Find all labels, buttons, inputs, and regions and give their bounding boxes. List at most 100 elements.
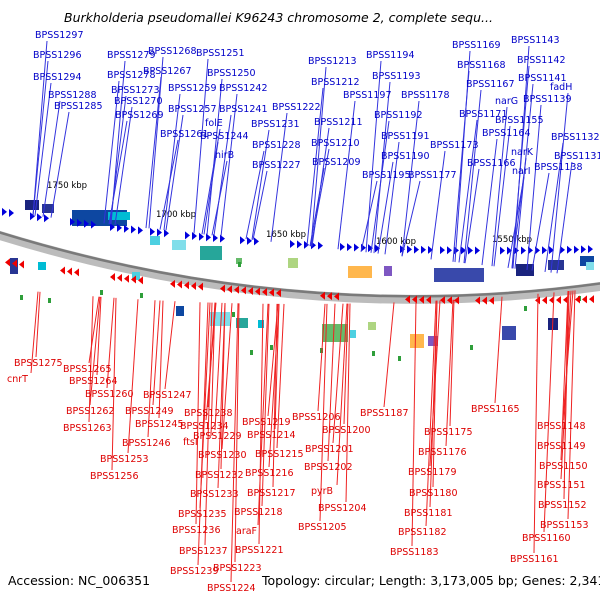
forward-gene-label: nirB bbox=[215, 150, 234, 161]
forward-gene-label: BPSS1210 bbox=[311, 138, 359, 149]
scale-label: 1650 kbp bbox=[266, 230, 306, 240]
forward-gene-arrow bbox=[461, 246, 466, 255]
reverse-gene-label: BPSS1232 bbox=[195, 470, 243, 481]
forward-gene-arrow bbox=[507, 246, 512, 255]
reverse-gene-label: BPSS1247 bbox=[143, 390, 191, 401]
forward-leader-line bbox=[377, 161, 394, 254]
reverse-gene-arrow bbox=[276, 289, 281, 298]
scale-label: 1600 kbp bbox=[376, 237, 416, 247]
forward-gene-label: BPSS1197 bbox=[343, 90, 391, 101]
forward-leader-line bbox=[531, 172, 550, 271]
reverse-gene-arrow bbox=[131, 275, 136, 284]
forward-gene-arrow bbox=[247, 236, 252, 245]
forward-leader-line bbox=[337, 100, 356, 250]
forward-gene-arrow bbox=[421, 245, 426, 254]
reverse-gene-arrow bbox=[12, 259, 17, 268]
reverse-leader-line bbox=[88, 296, 94, 423]
forward-gene-arrow bbox=[206, 233, 211, 242]
forward-leader-line bbox=[32, 60, 49, 216]
reverse-gene-label: BPSS1151 bbox=[537, 480, 585, 491]
forward-gene-label: BPSS1285 bbox=[54, 101, 102, 112]
forward-gene-label: BPSS1227 bbox=[252, 160, 300, 171]
reverse-leader-line bbox=[445, 299, 454, 447]
forward-gene-label: BPSS1177 bbox=[408, 170, 456, 181]
reverse-gene-arrow bbox=[482, 296, 487, 305]
reverse-leader-line bbox=[343, 303, 349, 425]
forward-leader-line bbox=[464, 168, 480, 264]
forward-gene-label: BPSS1242 bbox=[219, 83, 267, 94]
feature-block bbox=[348, 266, 372, 278]
reverse-gene-arrow bbox=[582, 295, 587, 304]
forward-gene-arrow bbox=[131, 225, 136, 234]
forward-gene-label: BPSS1168 bbox=[457, 60, 505, 71]
forward-gene-label: BPSS1178 bbox=[401, 90, 449, 101]
forward-leader-line bbox=[550, 92, 569, 273]
reverse-gene-arrow bbox=[255, 287, 260, 296]
forward-gene-label: BPSS1190 bbox=[381, 151, 429, 162]
reverse-leader-line bbox=[127, 299, 139, 454]
feature-block bbox=[236, 258, 242, 264]
feature-block bbox=[42, 204, 54, 213]
reverse-gene-label: BPSS1233 bbox=[190, 489, 238, 500]
reverse-gene-label: BPSS1161 bbox=[510, 554, 558, 565]
forward-leader-line bbox=[245, 150, 265, 240]
reverse-gene-label: BPSS1215 bbox=[255, 449, 303, 460]
forward-leader-line bbox=[145, 76, 162, 229]
forward-gene-arrow bbox=[240, 236, 245, 245]
forward-gene-label: BPSS1211 bbox=[314, 117, 362, 128]
forward-leader-line bbox=[159, 139, 179, 230]
forward-leader-line bbox=[203, 141, 219, 235]
forward-gene-label: BPSS1257 bbox=[168, 104, 216, 115]
forward-gene-label: BPSS1141 bbox=[518, 73, 566, 84]
forward-gene-arrow bbox=[290, 239, 295, 248]
feature-block bbox=[516, 264, 534, 276]
forward-gene-arrow bbox=[254, 237, 259, 246]
reverse-gene-label: BPSS1152 bbox=[538, 500, 586, 511]
forward-gene-arrow bbox=[124, 224, 129, 233]
reverse-gene-arrow bbox=[191, 281, 196, 290]
reverse-gene-label: BPSS1237 bbox=[179, 546, 227, 557]
feature-marker bbox=[140, 293, 143, 298]
forward-gene-label: BPSS1142 bbox=[517, 55, 565, 66]
reverse-gene-label: BPSS1229 bbox=[193, 431, 241, 442]
reverse-gene-arrow bbox=[542, 296, 547, 305]
forward-gene-arrow bbox=[340, 242, 345, 251]
forward-gene-label: BPSS1131 bbox=[554, 151, 600, 162]
reverse-leader-line bbox=[449, 299, 455, 427]
reverse-gene-arrow bbox=[184, 281, 189, 290]
reverse-gene-label: ftsI bbox=[183, 437, 198, 448]
forward-leader-line bbox=[310, 148, 330, 247]
reverse-gene-arrow bbox=[412, 295, 417, 304]
reverse-gene-label: BPSS1187 bbox=[360, 408, 408, 419]
forward-gene-arrow bbox=[318, 241, 323, 250]
reverse-leader-line bbox=[274, 303, 280, 430]
forward-leader-line bbox=[511, 157, 527, 269]
feature-marker bbox=[238, 262, 241, 267]
feature-block bbox=[210, 312, 230, 326]
forward-gene-label: BPSS1228 bbox=[252, 140, 300, 151]
forward-leader-line bbox=[507, 176, 525, 268]
reverse-gene-label: BPSS1217 bbox=[247, 488, 295, 499]
forward-leader-line bbox=[163, 93, 181, 231]
forward-gene-arrow bbox=[500, 246, 505, 255]
reverse-gene-label: BPSS1153 bbox=[540, 520, 588, 531]
forward-gene-label: BPSS1212 bbox=[311, 77, 359, 88]
feature-block bbox=[38, 262, 46, 270]
label-leaders bbox=[30, 40, 576, 583]
forward-gene-arrow bbox=[407, 245, 412, 254]
reverse-gene-arrow bbox=[117, 273, 122, 282]
reverse-gene-label: BPSS1262 bbox=[66, 406, 114, 417]
forward-gene-labels: BPSS1297 BPSS1296 BPSS1294 BPSS1288BPSS1285… bbox=[33, 30, 600, 181]
reverse-leader-line bbox=[533, 293, 539, 554]
reverse-gene-label: BPSS1183 bbox=[390, 547, 438, 558]
forward-leader-line bbox=[310, 66, 327, 247]
forward-gene-label: BPSS1222 bbox=[272, 102, 320, 113]
reverse-gene-label: BPSS1265 bbox=[63, 364, 111, 375]
reverse-leader-line bbox=[319, 303, 328, 522]
scale-label: 1750 kbp bbox=[47, 181, 87, 191]
forward-gene-label: fadH bbox=[550, 82, 572, 93]
reverse-leader-line bbox=[332, 303, 344, 444]
forward-gene-label: BPSS1251 bbox=[196, 48, 244, 59]
reverse-gene-arrow bbox=[67, 267, 72, 276]
reverse-gene-label: cnrT bbox=[7, 374, 28, 385]
